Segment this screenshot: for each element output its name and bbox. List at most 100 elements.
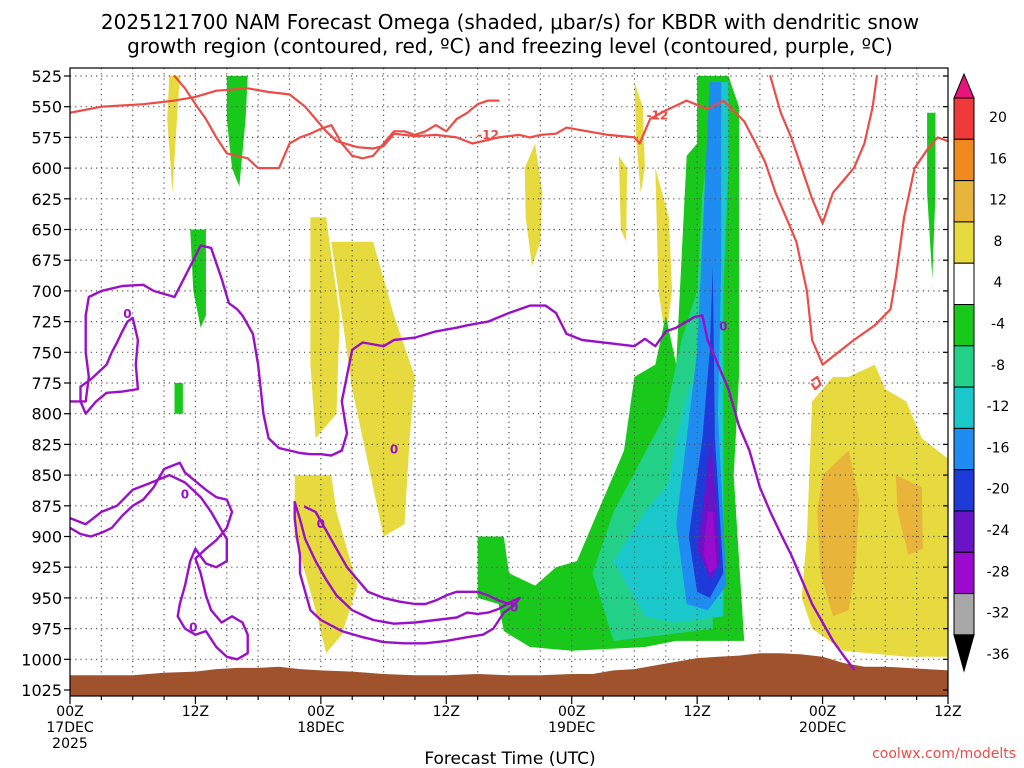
y-tick-label-625: 625 [31,190,62,209]
y-tick-label-675: 675 [31,251,62,270]
omega-region-7 [655,168,673,340]
omega-region-11 [190,229,206,328]
freezing-contour-2 [70,461,249,661]
omega-region-5 [618,155,628,242]
freezing-contour-0 [70,244,856,671]
y-tick-label-700: 700 [31,282,62,301]
omega-region-12 [174,383,183,414]
x-tick-label-48-2: 19DEC [548,720,595,736]
omega-region-4 [524,143,543,267]
x-tick-label-60-1: 12Z [683,704,710,720]
contour-label-0: -12 [477,128,499,142]
x-tick-label-0-3: 2025 [52,736,88,752]
contour-label-2: 0 [123,307,131,321]
y-tick-label-875: 875 [31,497,62,516]
x-axis-label: Forecast Time (UTC) [424,749,595,768]
colorbar-bin-8 [953,427,975,471]
colorbar-bin-0 [953,97,975,140]
colorbar-bin-5 [953,304,975,347]
colorbar-bin-4 [953,262,975,306]
colorbar-label-11: -28 [987,564,1010,580]
title-line-2: growth region (contoured, red, ºC) and f… [127,34,893,58]
plot-content: -12 -12 0 0 0 0 0 0 0 [70,68,948,696]
y-tick-label-600: 600 [31,159,62,178]
colorbar-bin-2 [953,180,975,223]
colorbar-label-12: -32 [987,606,1010,622]
contour-label-6: 0 [189,620,197,634]
omega-region-2 [331,241,415,537]
y-tick-label-1000: 1000 [21,650,62,669]
colorbar-bin-12 [953,593,975,636]
contour-label-8: 0 [719,320,727,334]
axes: 525 550 575 600 625 650 675 700 725 750 775 800 825 8… [21,67,961,752]
colorbar-bin-11 [953,551,975,595]
x-tick-label-84-1: 12Z [934,704,961,720]
omega-region-22 [703,511,717,574]
colorbar-label-10: -24 [987,523,1010,539]
freezing-contour-1 [79,316,140,415]
colorbar-label-5: -4 [991,317,1005,333]
dgz-contour-3 [811,375,822,391]
omega-region-0 [167,76,180,193]
y-tick-label-800: 800 [31,405,62,424]
contour-label-4: 0 [181,488,189,502]
credit-text: coolwx.com/modelts [872,746,1016,762]
y-tick-label-775: 775 [31,374,62,393]
x-tick-label-12-1: 12Z [182,704,209,720]
omega-region-6 [634,82,645,193]
y-tick-label-525: 525 [31,67,62,86]
x-tick-label-36-1: 12Z [433,704,460,720]
y-tick-label-750: 750 [31,343,62,362]
colorbar-bottom-extension [953,634,975,673]
dgz-contour-0 [70,87,948,366]
contour-label-5: 0 [317,517,325,531]
x-tick-label-24-2: 18DEC [297,720,344,736]
omega-region-13 [226,76,248,187]
y-tick-label-575: 575 [31,128,62,147]
contour-label-3: 0 [390,442,398,456]
y-tick-label-825: 825 [31,435,62,454]
colorbar-label-1: 16 [989,151,1007,167]
y-tick-label-725: 725 [31,313,62,332]
colorbar-label-6: -8 [991,358,1005,374]
omega-region-14 [927,112,936,279]
colorbar-bin-3 [953,221,975,264]
plot-area: -12 -12 0 0 0 0 0 0 0 [70,68,948,696]
freezing-contour-3 [293,500,521,645]
x-tick-label-48-1: 00Z [558,704,585,720]
y-tick-label-650: 650 [31,221,62,240]
colorbar-label-3: 8 [994,234,1003,250]
contour-label-7: 0 [510,601,518,615]
x-tick-label-72-1: 00Z [809,704,836,720]
chart-title: 2025121700 NAM Forecast Omega (shaded, μ… [101,10,919,58]
colorbar-bin-9 [953,469,975,512]
colorbar-label-0: 20 [989,110,1007,126]
omega-region-9 [817,450,860,617]
x-tick-label-24-1: 00Z [307,704,334,720]
contour-label-1: -12 [647,108,669,122]
colorbar-label-4: 4 [994,275,1003,291]
colorbar-label-7: -12 [987,399,1010,415]
dgz-contour-1 [173,74,500,170]
colorbar-label-9: -20 [987,482,1010,498]
colorbar-label-13: -36 [987,647,1010,663]
colorbar-bin-7 [953,386,975,429]
omega-region-1 [310,217,340,439]
y-tick-label-900: 900 [31,528,62,547]
freezing-contour-4 [304,505,516,606]
y-tick-label-1025: 1025 [21,681,62,700]
colorbar-label-2: 12 [989,193,1007,209]
colorbar-top-extension [953,72,975,99]
colorbar-bin-6 [953,345,975,388]
y-tick-label-975: 975 [31,620,62,639]
x-tick-label-72-2: 20DEC [799,720,846,736]
colorbar-label-8: -16 [987,440,1010,456]
x-tick-label-0-1: 00Z [56,704,83,720]
terrain-surface [70,653,948,696]
y-tick-label-550: 550 [31,98,62,117]
dgz-contour-2 [769,74,878,225]
colorbar-bin-1 [953,138,975,182]
colorbar: 20 16 12 8 4 -4 -8 -12 -16 -20 -24 -28 -32 -36 [953,72,1010,673]
colorbar-bin-10 [953,510,975,553]
